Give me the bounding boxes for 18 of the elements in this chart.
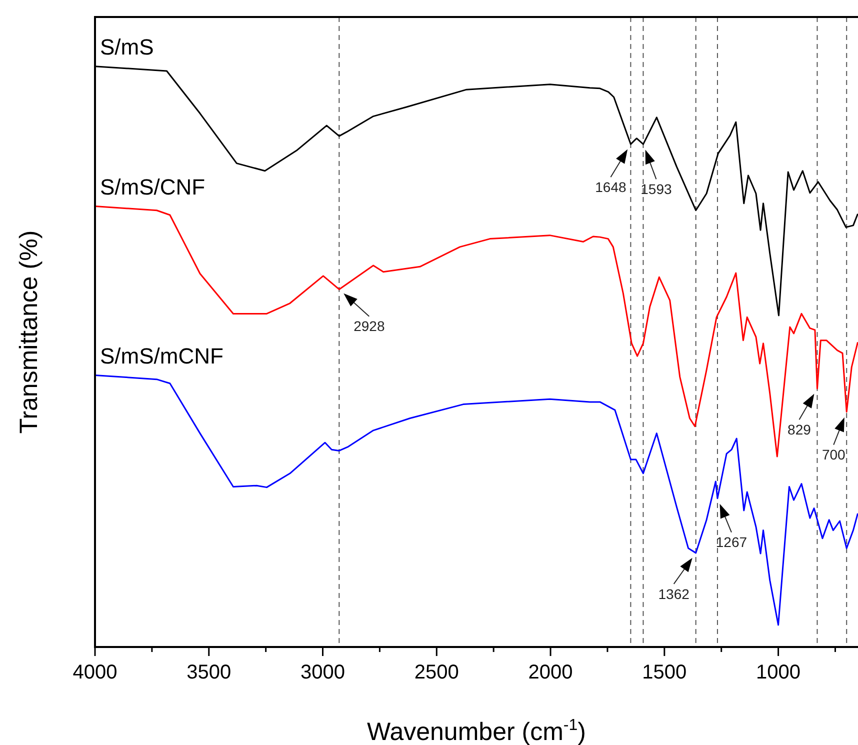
series-label: S/mS/mCNF	[100, 343, 224, 368]
annotation: 2928	[354, 318, 385, 334]
x-tick-label: 1500	[642, 662, 687, 684]
annotation: 1267	[716, 534, 748, 550]
annotation: 1362	[658, 586, 690, 602]
series-label: S/mS	[100, 34, 154, 60]
annotation: 1648	[595, 179, 626, 196]
x-tick-label: 4000	[72, 662, 118, 684]
y-axis-title: Transmittance (%)	[15, 230, 43, 434]
x-tick-label: 3000	[300, 662, 346, 684]
annotation: 1593	[640, 181, 672, 198]
x-tick-label: 3500	[186, 662, 232, 684]
annotation: 829	[788, 421, 812, 438]
x-tick-label: 2000	[528, 662, 573, 684]
series-label: S/mS/CNF	[100, 174, 206, 200]
annotation: 700	[822, 446, 846, 463]
x-tick-label: 2500	[414, 662, 459, 684]
x-tick-label: 1000	[756, 662, 801, 684]
